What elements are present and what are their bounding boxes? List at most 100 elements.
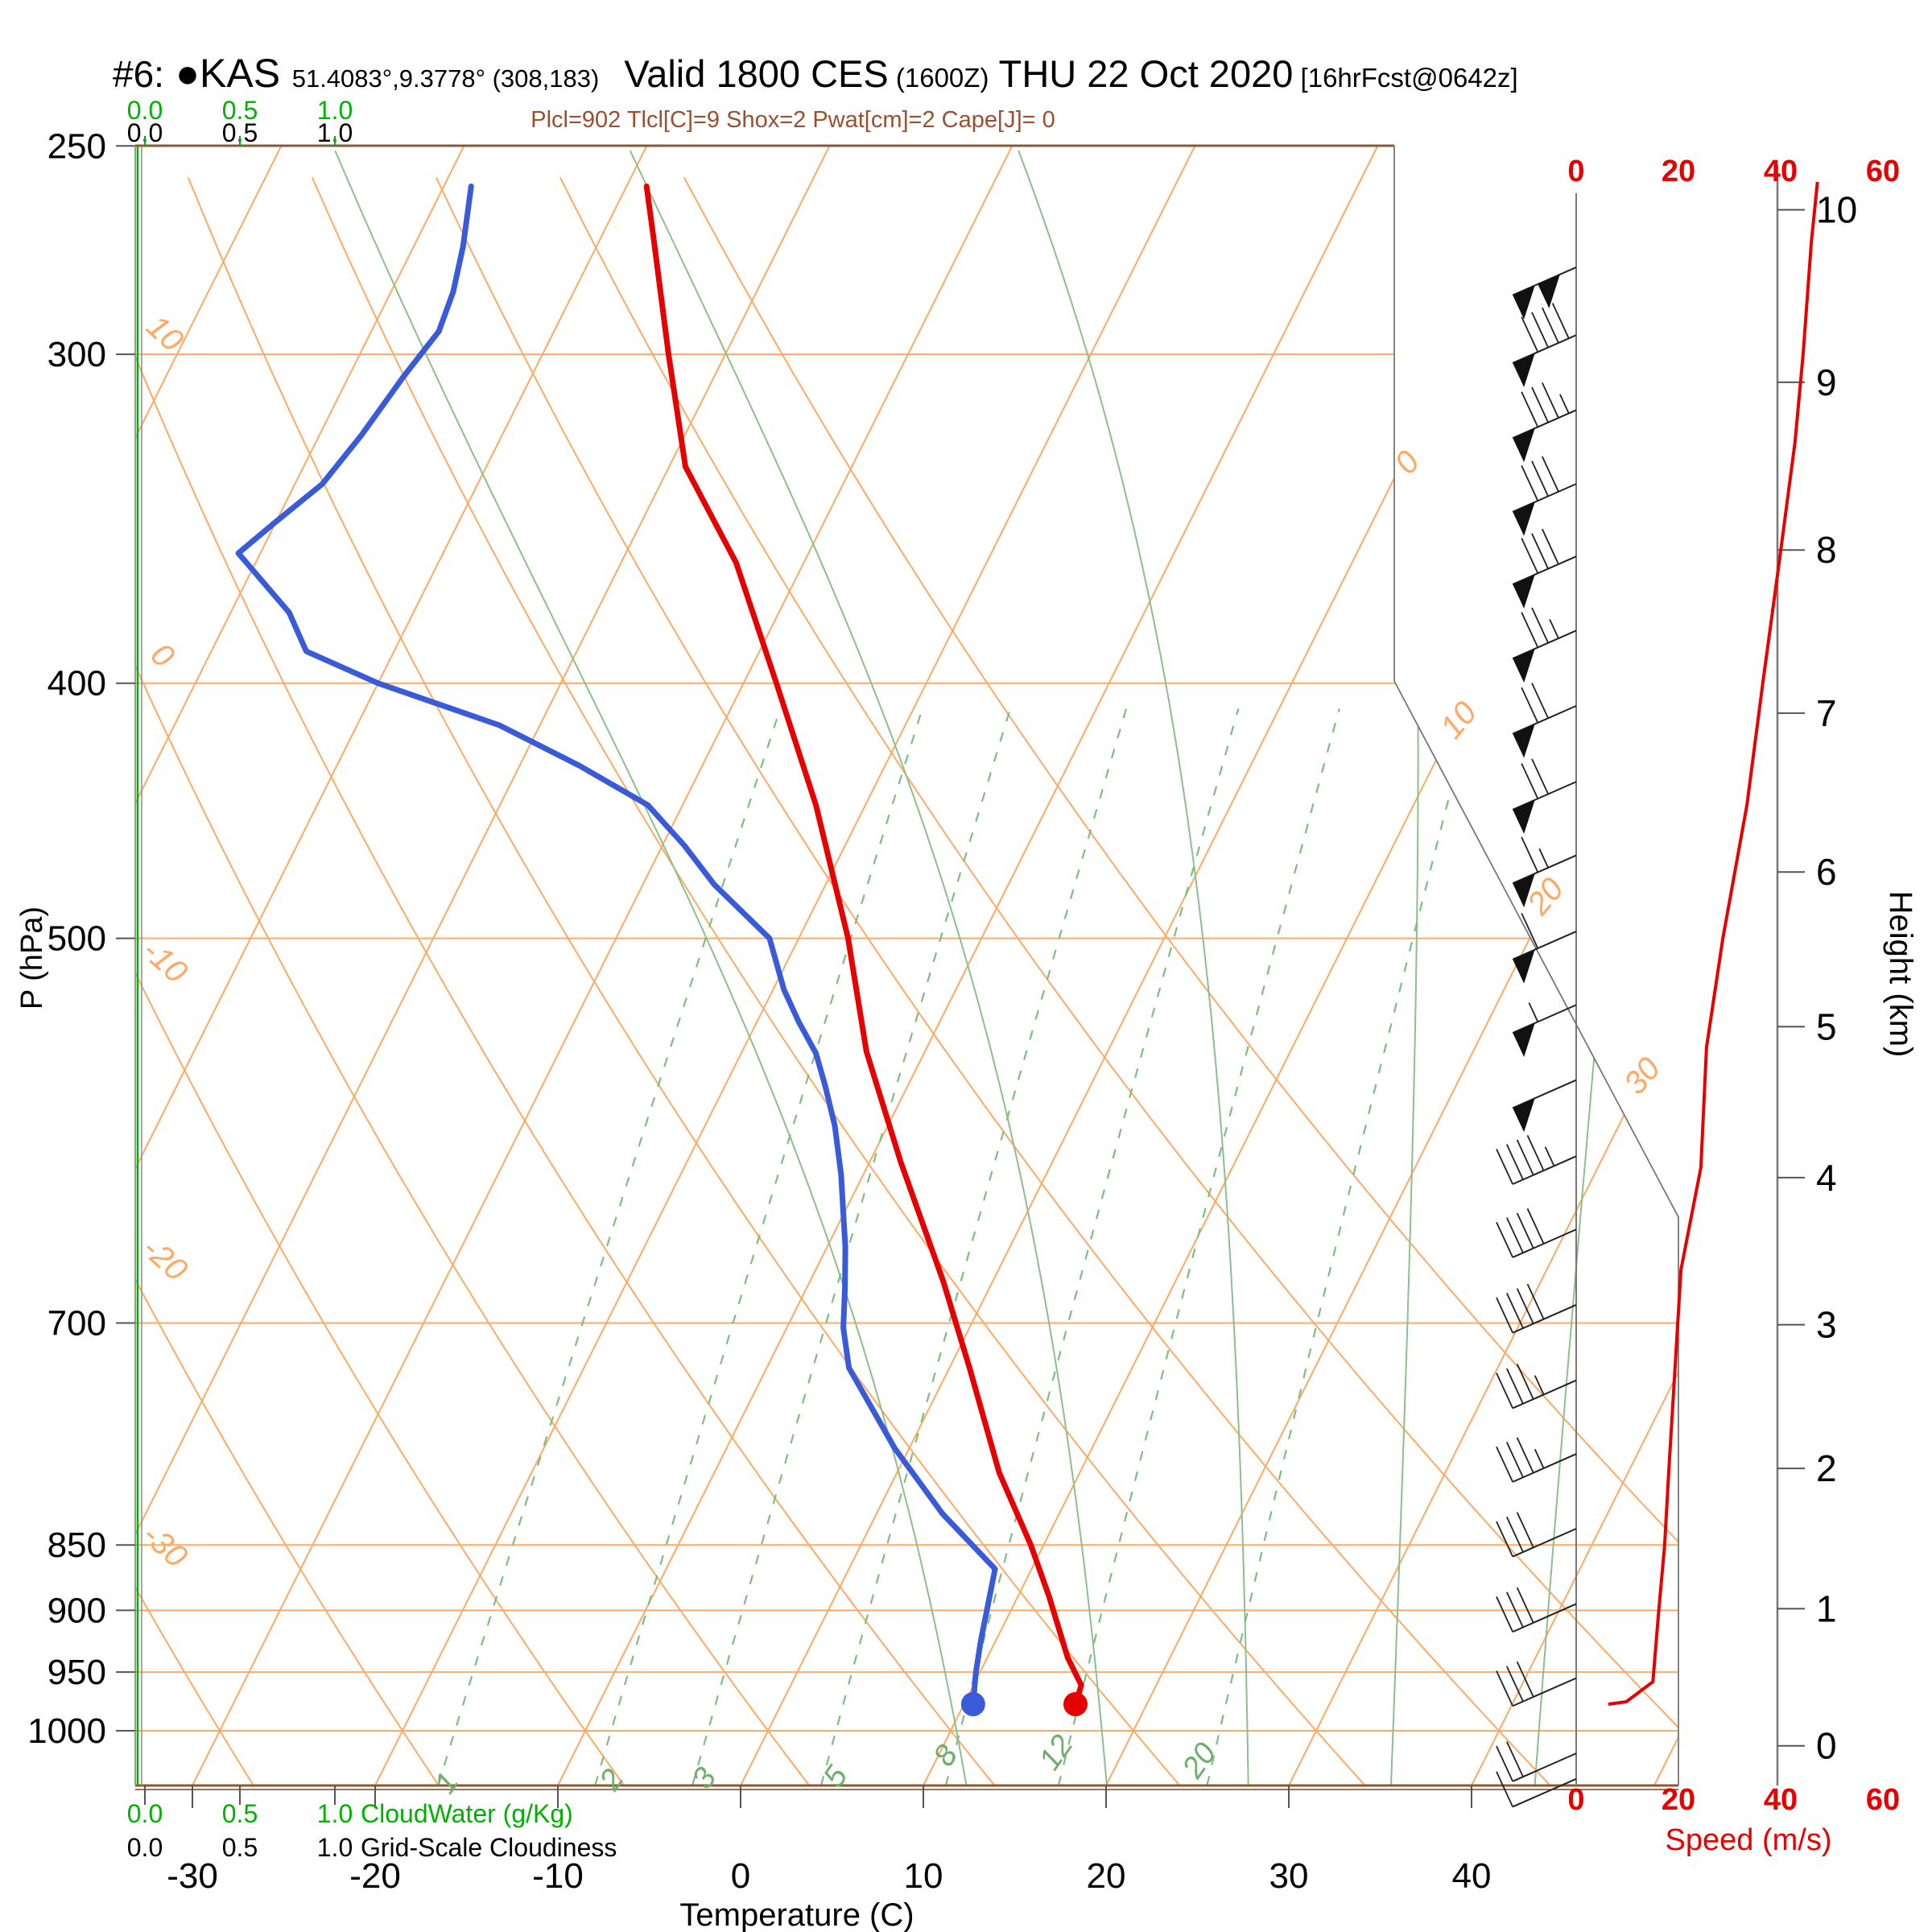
svg-text:5: 5 (1816, 1005, 1837, 1047)
svg-text:0.5: 0.5 (222, 1833, 258, 1862)
sounding-profiles (235, 181, 1819, 1716)
svg-text:700: 700 (47, 1303, 106, 1343)
svg-text:250: 250 (47, 126, 106, 166)
svg-text:0: 0 (731, 1856, 750, 1896)
svg-text:12: 12 (1033, 1729, 1080, 1777)
cloudiness-label: Grid-Scale Cloudiness (361, 1833, 617, 1862)
speed-axis-title: Speed (m/s) (1666, 1823, 1832, 1857)
wind-barb (1512, 836, 1577, 908)
svg-text:9: 9 (1816, 361, 1837, 403)
wind-barb (1512, 266, 1577, 320)
wind-barb (1496, 1771, 1577, 1808)
cloudwater-label: CloudWater (g/Kg) (361, 1799, 573, 1828)
wind-barb (1496, 1587, 1577, 1633)
svg-text:500: 500 (47, 919, 106, 959)
dewpoint-curve (235, 184, 998, 1707)
wind-barb (1512, 456, 1577, 536)
wind-barbs (1496, 266, 1577, 1808)
wind-barb (1496, 1437, 1577, 1483)
wind-barb (1512, 528, 1577, 609)
wind-barb (1496, 1661, 1577, 1707)
svg-text:6: 6 (1816, 851, 1837, 893)
svg-text:0: 0 (144, 637, 181, 675)
svg-text:20: 20 (1662, 1783, 1695, 1817)
pressure-axis: 250 300 400 500 700 850 900 950 1000 P (hPa) (15, 126, 135, 1751)
temperature-axis: -30 -20 -10 0 10 20 30 40 Temperature (C) (167, 1785, 1491, 1932)
svg-text:8: 8 (1816, 529, 1837, 571)
svg-text:0: 0 (1567, 1783, 1584, 1817)
svg-text:950: 950 (47, 1653, 106, 1692)
svg-text:0: 0 (1816, 1725, 1837, 1767)
svg-text:60: 60 (1866, 155, 1900, 188)
svg-text:-20: -20 (135, 1231, 193, 1288)
parameters-line: Plcl=902 Tlcl[C]=9 Shox=2 Pwat[cm]=2 Cap… (530, 107, 1055, 133)
svg-text:10: 10 (904, 1856, 943, 1896)
svg-text:1.0: 1.0 (317, 1833, 353, 1862)
svg-text:60: 60 (1866, 1783, 1900, 1817)
wind-barb (1512, 382, 1577, 463)
wind-speed-curve (1608, 181, 1819, 1706)
svg-text:-10: -10 (532, 1856, 584, 1896)
wind-barb (1496, 1512, 1577, 1558)
svg-text:1: 1 (428, 1766, 466, 1799)
svg-text:1.0: 1.0 (317, 96, 353, 125)
pressure-axis-title: P (hPa) (15, 906, 49, 1009)
svg-text:5: 5 (817, 1760, 855, 1794)
wind-barb (1512, 607, 1577, 683)
speed-axis: 0 0 20 20 40 40 60 60 Speed (m/s) (1567, 155, 1900, 1857)
svg-text:900: 900 (47, 1591, 106, 1630)
svg-text:10: 10 (139, 308, 190, 358)
svg-text:40: 40 (1452, 1856, 1492, 1896)
wind-barb (1496, 1741, 1577, 1782)
height-axis-title: Height (km) (1883, 891, 1918, 1058)
plot-frame (134, 144, 1779, 1790)
wind-barb (1496, 1208, 1577, 1258)
svg-text:40: 40 (1764, 155, 1798, 188)
wind-barb (1512, 683, 1577, 758)
svg-text:10: 10 (1434, 695, 1484, 745)
svg-text:3: 3 (1816, 1304, 1837, 1346)
wind-barb (1512, 758, 1577, 834)
svg-text:30: 30 (1269, 1856, 1309, 1896)
svg-text:40: 40 (1764, 1783, 1798, 1817)
dry-adiabat-lines (135, 177, 1678, 1785)
dewpoint_surface (960, 1691, 985, 1716)
wind-barb (1512, 1079, 1577, 1133)
svg-text:-30: -30 (135, 1517, 193, 1575)
svg-text:2: 2 (1816, 1447, 1837, 1489)
svg-text:-30: -30 (167, 1856, 218, 1896)
svg-text:7: 7 (1816, 692, 1837, 734)
svg-text:850: 850 (47, 1525, 106, 1565)
temperature_surface (1063, 1691, 1088, 1716)
svg-text:10: 10 (1816, 189, 1857, 231)
svg-text:4: 4 (1816, 1157, 1837, 1199)
page-title: #6: ●KAS 51.4083°,9.3778° (308,183) Vali… (113, 51, 1518, 96)
wind-barb (1512, 912, 1577, 984)
svg-text:-20: -20 (349, 1856, 401, 1896)
background-lines (135, 146, 1678, 1785)
isobar-lines (135, 353, 1678, 1732)
svg-text:1000: 1000 (27, 1711, 106, 1751)
svg-text:0.5: 0.5 (222, 96, 258, 125)
svg-text:20: 20 (1662, 155, 1695, 188)
chart-title: #6: ●KAS 51.4083°,9.3778° (308,183) Vali… (113, 51, 1518, 133)
svg-text:1: 1 (1816, 1587, 1837, 1629)
wind-barb (1496, 1135, 1577, 1185)
svg-text:-10: -10 (135, 933, 193, 990)
temperature-curve (643, 184, 1084, 1707)
svg-text:20: 20 (1087, 1856, 1126, 1896)
wind-barb (1512, 303, 1577, 387)
svg-text:30: 30 (1617, 1051, 1667, 1100)
moist-adiabat-lines (334, 150, 1672, 1785)
wind-barb (1496, 1283, 1577, 1334)
svg-text:0.0: 0.0 (127, 96, 163, 125)
svg-text:300: 300 (47, 335, 106, 374)
mixing-ratio-lines (437, 708, 1473, 1785)
wind-barb (1512, 1002, 1577, 1058)
cloud-scales: 0.00.00.00.00.50.50.50.51.01.01.01.0Clou… (127, 96, 617, 1862)
svg-text:0.0: 0.0 (127, 1833, 163, 1862)
temperature-axis-title: Temperature (C) (679, 1897, 914, 1932)
